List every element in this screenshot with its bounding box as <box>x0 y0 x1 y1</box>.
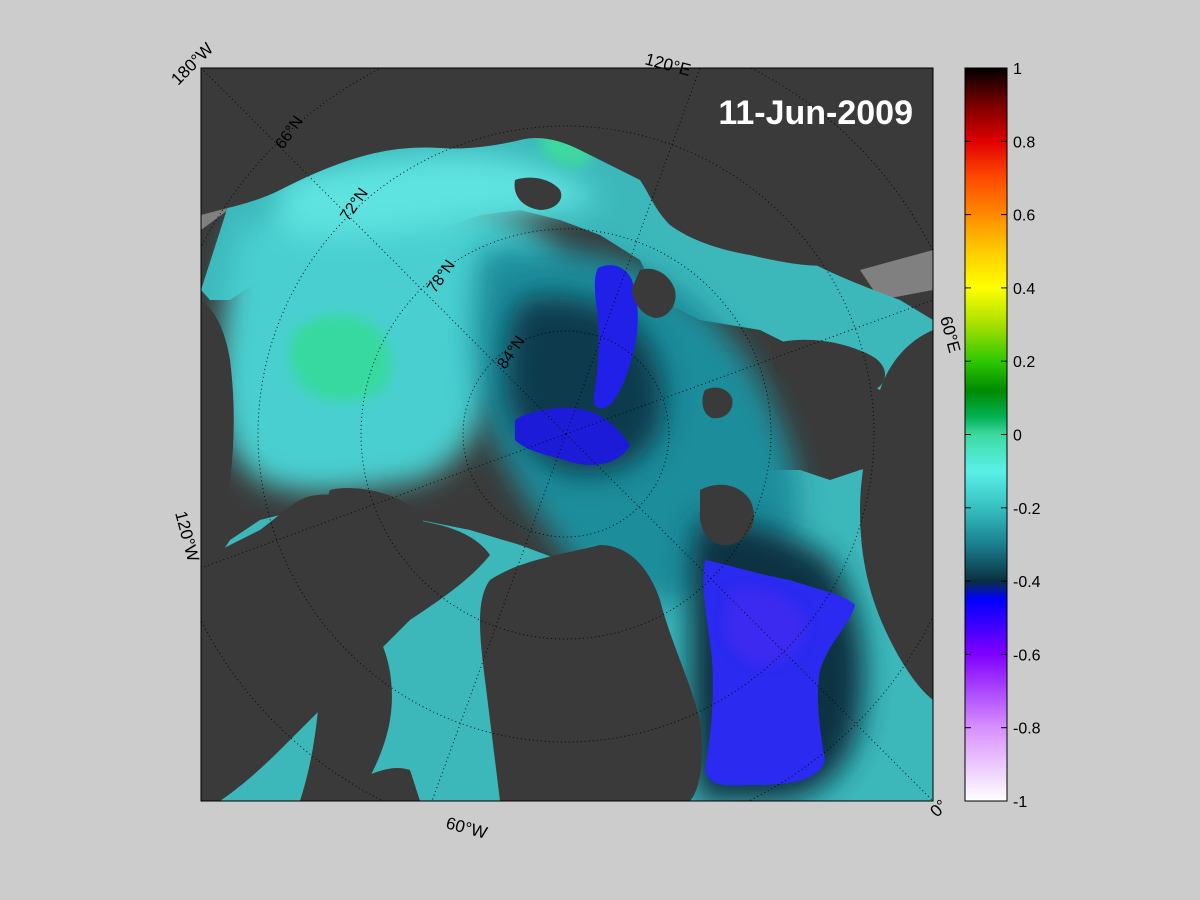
meridian-120e <box>565 68 701 435</box>
meridian-0 <box>565 433 933 801</box>
blue-anomaly-central-strip <box>593 265 638 409</box>
ocean-light-band <box>280 154 600 236</box>
colorbar-ticks: 1 0.8 0.6 0.4 0.2 0 -0.2 -0.4 -0.6 -0.8 -1 <box>965 61 1041 811</box>
colorbar-tick-label: 1 <box>1013 61 1022 78</box>
colorbar-scale <box>964 67 1008 802</box>
ellesmere <box>328 488 424 537</box>
colorbar-tick-label: 0.8 <box>1013 134 1035 151</box>
greenland <box>480 545 702 801</box>
franz-josef-land <box>702 387 733 419</box>
colorbar-tick-label: -0.4 <box>1013 574 1041 591</box>
colorbar-tick-label: -0.2 <box>1013 501 1041 518</box>
lon-label-120w: 120°W <box>171 509 203 563</box>
positive-anomaly-west <box>289 315 392 402</box>
graticule <box>201 68 933 801</box>
siberia-north <box>201 68 933 266</box>
blue-anomaly-central-lobe <box>515 408 630 465</box>
meridian-120w <box>201 433 567 569</box>
lon-label-60e: 60°E <box>936 314 964 355</box>
colorbar-tick-label: -0.6 <box>1013 647 1041 664</box>
severnaya-zemlya <box>632 268 676 318</box>
colorbar-tick-label: -0.8 <box>1013 721 1041 738</box>
map-frame <box>200 67 934 802</box>
date-label: 11-Jun-2009 <box>718 94 913 132</box>
alaska-west <box>201 300 234 540</box>
map-panel: 66°N 72°N 78°N 84°N 11-Jun-2009 <box>201 68 933 801</box>
parallel-72n <box>257 125 875 743</box>
parallel-84n <box>462 330 670 538</box>
lon-label-60w: 60°W <box>444 814 489 843</box>
svalbard <box>699 484 754 546</box>
new-siberian-islands <box>514 177 562 210</box>
baffin-island <box>300 609 392 801</box>
land-masses <box>201 68 933 801</box>
ocean-central <box>219 196 560 492</box>
colorbar-tick-label: 0.2 <box>1013 354 1035 371</box>
colorbar-tick-label: 0 <box>1013 428 1022 445</box>
novaya-zemlya <box>770 339 885 393</box>
parallel-78n <box>360 228 772 640</box>
colorbar-tick-label: -1 <box>1013 794 1027 811</box>
blue-anomaly-east-purple <box>725 588 806 666</box>
colorbar-tick-label: 0.4 <box>1013 281 1035 298</box>
colorbar: 1 0.8 0.6 0.4 0.2 0 -0.2 -0.4 -0.6 -0.8 -1 <box>964 61 1041 811</box>
colorbar-tick-label: 0.6 <box>1013 208 1035 225</box>
scandinavia-east <box>860 330 933 700</box>
